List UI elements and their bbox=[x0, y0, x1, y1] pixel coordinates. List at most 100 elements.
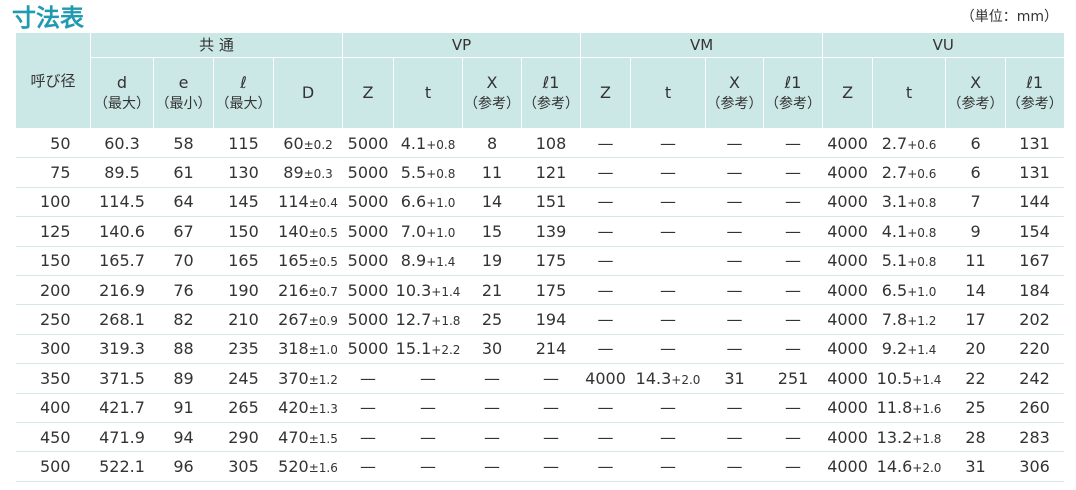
cell-tolerance: ±0.3 bbox=[303, 167, 333, 182]
table-row: 450 471.9 94 290 470±1.5— — — — — — — —4000 13.2+1.8… bbox=[15, 422, 1064, 453]
cell: — bbox=[580, 304, 631, 335]
cell: 4000 bbox=[822, 246, 873, 276]
cell-tolerance: ±0.4 bbox=[308, 196, 338, 211]
cell-value: 6.5 bbox=[881, 280, 908, 300]
cell: — bbox=[393, 422, 463, 453]
cell: — bbox=[705, 422, 764, 453]
cell: 4000 bbox=[822, 304, 873, 335]
cell: 4000 bbox=[822, 128, 873, 159]
cell: 7.0+1.0 bbox=[393, 216, 463, 247]
group-header: VM bbox=[580, 33, 823, 58]
cell: 400 bbox=[15, 393, 91, 423]
header-note: （最大） bbox=[215, 95, 272, 112]
cell-value: 6.6 bbox=[400, 192, 427, 212]
cell-tolerance: ±1.6 bbox=[308, 460, 338, 475]
cell: 370±1.2 bbox=[273, 363, 343, 394]
cell: 251 bbox=[763, 363, 823, 394]
cell: 130 bbox=[213, 157, 274, 188]
header-note: （参考） bbox=[706, 95, 763, 112]
cell: — bbox=[521, 451, 581, 482]
cell: 28 bbox=[945, 422, 1006, 453]
cell: 96 bbox=[153, 451, 214, 482]
cell: 58 bbox=[153, 128, 214, 159]
cell-tolerance: +1.8 bbox=[431, 314, 461, 329]
cell: — bbox=[580, 246, 631, 276]
cell: — bbox=[630, 422, 706, 453]
cell: 200 bbox=[15, 275, 91, 306]
cell-tolerance: +2.0 bbox=[671, 372, 701, 387]
cell-tolerance: +1.8 bbox=[912, 431, 942, 446]
cell: 190 bbox=[213, 275, 274, 306]
cell: 15.1+2.2 bbox=[393, 334, 463, 365]
table-row: 75 89.5 61 130 89±0.3 5000 5.5+0.8 11 121— — — —400… bbox=[15, 157, 1064, 188]
cell: 22 bbox=[945, 363, 1006, 394]
cell: 319.3 bbox=[90, 334, 154, 365]
cell: 522.1 bbox=[90, 451, 154, 482]
column-header: ℓ1 （参考） bbox=[763, 57, 823, 129]
cell-value: 3.1 bbox=[881, 192, 908, 212]
cell: — bbox=[580, 451, 631, 482]
cell-value: 165 bbox=[278, 251, 309, 271]
cell: 154 bbox=[1005, 216, 1064, 247]
cell-value: 114 bbox=[278, 192, 309, 212]
cell: — bbox=[342, 393, 394, 423]
cell: 89±0.3 bbox=[273, 157, 343, 188]
cell-value: 10.3 bbox=[395, 280, 432, 300]
cell: 11 bbox=[462, 157, 522, 188]
column-header: t bbox=[630, 57, 706, 129]
cell-tolerance: +0.6 bbox=[907, 167, 937, 182]
header-note: （最小） bbox=[155, 95, 212, 112]
cell-tolerance: ±1.0 bbox=[308, 343, 338, 358]
header-note: （参考） bbox=[1006, 95, 1063, 112]
cell: 216.9 bbox=[90, 275, 154, 306]
group-header: 共 通 bbox=[89, 33, 343, 58]
header-symbol: X bbox=[729, 72, 741, 92]
cell: — bbox=[580, 216, 631, 247]
cell: 210 bbox=[213, 304, 274, 335]
cell: 31 bbox=[945, 451, 1006, 482]
cell: 4000 bbox=[822, 363, 873, 394]
cell: 9.2+1.4 bbox=[872, 334, 946, 365]
cell: — bbox=[763, 422, 823, 453]
cell: — bbox=[763, 187, 823, 218]
cell-value: 7.0 bbox=[400, 221, 427, 241]
cell-tolerance: +1.6 bbox=[912, 402, 942, 417]
cell: — bbox=[462, 393, 522, 423]
table-row: 150 165.7 70 165 165±0.5 5000 8.9+1.4 19 175— — —4… bbox=[15, 246, 1064, 276]
cell: — bbox=[705, 275, 764, 306]
cell: 260 bbox=[1005, 393, 1064, 423]
cell: 306 bbox=[1005, 451, 1064, 482]
cell: 8.9+1.4 bbox=[393, 246, 463, 276]
cell: — bbox=[580, 393, 631, 423]
cell: 4.1+0.8 bbox=[393, 128, 463, 159]
cell: — bbox=[763, 128, 823, 159]
cell: — bbox=[580, 275, 631, 306]
cell: 19 bbox=[462, 246, 522, 276]
cell-tolerance: ±0.5 bbox=[308, 225, 338, 240]
cell: 214 bbox=[521, 334, 581, 365]
cell: 175 bbox=[521, 246, 581, 276]
cell: 5000 bbox=[342, 275, 394, 306]
cell: — bbox=[462, 451, 522, 482]
cell-value: 14.3 bbox=[635, 368, 672, 388]
cell: 108 bbox=[521, 128, 581, 159]
cell: 283 bbox=[1005, 422, 1064, 453]
cell: 7.8+1.2 bbox=[872, 304, 946, 335]
cell: — bbox=[580, 334, 631, 365]
table-row: 50 60.3 58 115 60±0.2 5000 4.1+0.8 8 108— — — —4000… bbox=[15, 128, 1064, 159]
cell: 5000 bbox=[342, 128, 394, 159]
cell: 144 bbox=[1005, 187, 1064, 218]
cell-tolerance: ±0.7 bbox=[308, 284, 338, 299]
cell: — bbox=[393, 393, 463, 423]
cell: 2.7+0.6 bbox=[872, 128, 946, 159]
cell: 4000 bbox=[822, 334, 873, 365]
column-header: Z bbox=[822, 57, 873, 129]
header-symbol: ℓ1 bbox=[542, 72, 560, 92]
cell: 202 bbox=[1005, 304, 1064, 335]
column-header: ℓ （最大） bbox=[213, 57, 274, 129]
cell-value: 420 bbox=[278, 398, 309, 418]
cell: 290 bbox=[213, 422, 274, 453]
cell: — bbox=[521, 393, 581, 423]
